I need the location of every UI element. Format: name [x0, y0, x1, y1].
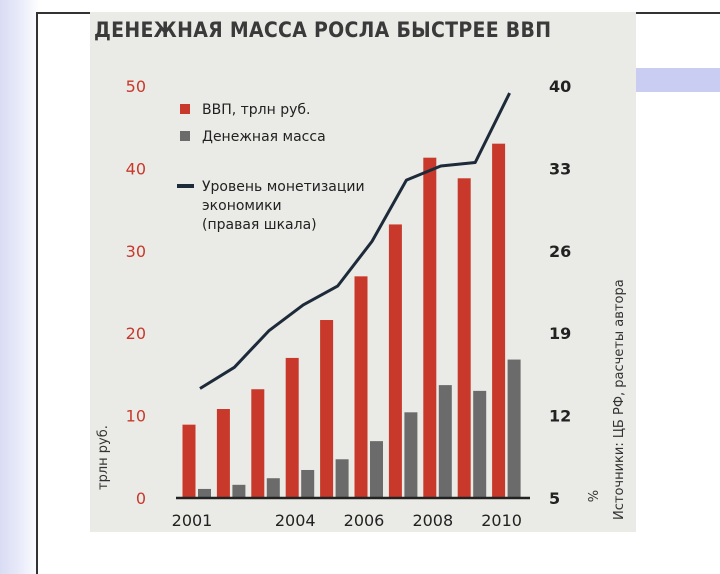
- legend-swatch-gdp: [180, 104, 190, 114]
- bar-money-supply: [266, 478, 280, 498]
- x-tick-label: 2008: [412, 511, 453, 530]
- bar-money-supply: [232, 484, 246, 498]
- legend-label-money: Денежная масса: [202, 129, 326, 145]
- y-axis-label: трлн руб.: [96, 425, 111, 490]
- bar-gdp: [423, 157, 437, 499]
- legend-label-line: экономики: [202, 198, 282, 214]
- bar-gdp: [388, 224, 402, 498]
- bar-money-supply: [301, 469, 315, 498]
- y-tick-label: 40: [126, 159, 146, 178]
- y2-tick-label: 40: [549, 77, 571, 96]
- y-tick-label: 10: [126, 407, 146, 426]
- x-tick-label: 2004: [275, 511, 316, 530]
- y2-tick-label: 19: [549, 324, 571, 343]
- bar-gdp: [216, 409, 230, 498]
- y2-tick-label: 5: [549, 489, 560, 508]
- legend-label-gdp: ВВП, трлн руб.: [202, 102, 311, 118]
- bar-gdp: [182, 424, 196, 498]
- bar-gdp: [457, 178, 471, 498]
- x-tick-label: 2010: [481, 511, 522, 530]
- chart-title: ДЕНЕЖНАЯ МАССА РОСЛА БЫСТРЕЕ ВВП: [94, 18, 552, 42]
- bar-money-supply: [335, 459, 349, 498]
- bar-gdp: [285, 357, 299, 498]
- decorative-bar: [636, 68, 720, 92]
- bar-gdp: [492, 143, 506, 498]
- chart-svg: 0 10 20 30 40 50 5 12 19 26 33 40% 2001 2004 2006 2008 2…: [126, 77, 602, 530]
- bar-gdp: [354, 276, 368, 498]
- y2-tick-label: 26: [549, 242, 571, 261]
- bar-gdp: [251, 389, 265, 498]
- bar-gdp: [320, 320, 334, 498]
- bar-money-supply: [370, 441, 383, 498]
- y-tick-label: 30: [126, 242, 146, 261]
- y2-tick-label: 33: [549, 159, 571, 178]
- legend-swatch-money: [180, 131, 190, 141]
- y2-axis-label: %: [587, 490, 602, 502]
- line-monetization: [199, 92, 511, 390]
- bar-money-supply: [404, 412, 418, 498]
- legend-label-line: Уровень монетизации: [202, 179, 365, 195]
- bar-money-supply: [507, 359, 521, 498]
- x-tick-label: 2001: [172, 511, 213, 530]
- y-tick-label: 50: [126, 77, 146, 96]
- source-note: Источники: ЦБ РФ, расчеты автора: [612, 279, 627, 520]
- bar-money-supply: [198, 488, 211, 498]
- y2-tick-label: 12: [549, 407, 571, 426]
- x-tick-label: 2006: [344, 511, 385, 530]
- bar-money-supply: [473, 390, 487, 498]
- bar-money-supply: [438, 385, 452, 498]
- y-tick-label: 0: [136, 489, 146, 508]
- legend-label-line: (правая шкала): [202, 217, 317, 233]
- y-tick-label: 20: [126, 324, 146, 343]
